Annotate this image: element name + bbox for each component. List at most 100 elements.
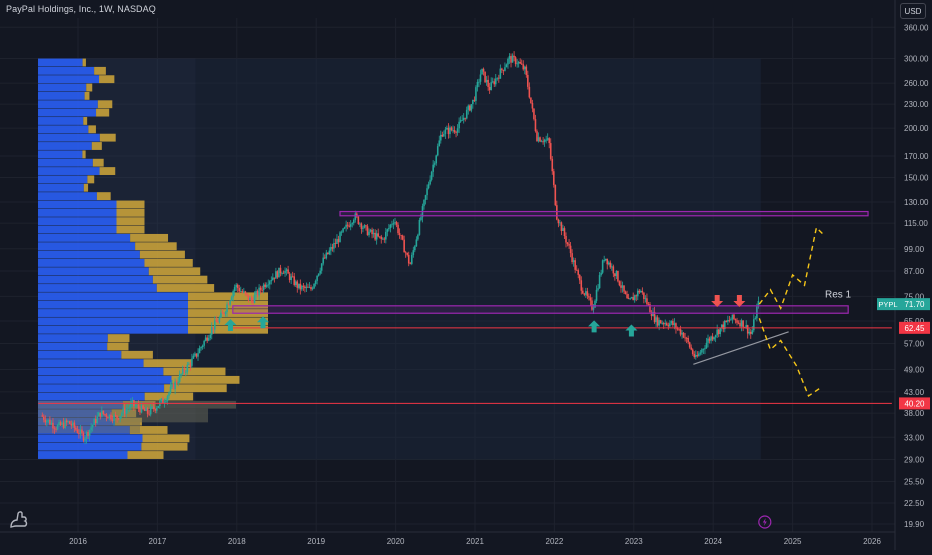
time-tick-label: 2023 [625,537,643,546]
candle-body [214,320,216,330]
candle-body [334,243,337,244]
volume-profile-bar-gold [116,200,145,209]
candle-body [204,337,207,341]
candle-body [331,247,334,249]
candle-body [233,287,236,292]
candle-body [736,320,738,323]
candle-body [333,243,335,249]
candle-body [426,188,428,196]
last-price-badge [899,298,930,311]
candle-body [598,275,601,289]
candle-body [701,349,703,353]
tradingview-logo-icon [8,508,30,530]
candle-body [232,291,234,298]
candle-body [268,281,271,285]
candle-body [166,395,169,401]
candle-body [386,229,389,232]
candle-body [640,290,642,293]
candle-body [226,304,228,313]
candle-body [412,250,415,255]
candle-body [320,263,323,271]
candle-body [168,392,170,396]
volume-profile-bar-gold [130,233,169,242]
candle-body [429,179,431,185]
price-axis-bg [895,0,932,550]
candle-body [172,384,175,390]
candle-body [690,347,693,350]
candle-body [707,338,709,343]
candle-body [297,283,300,288]
candle-body [82,432,85,441]
volume-profile-bar-blue [38,217,117,226]
candle-body [395,222,398,225]
candle-body [290,276,292,281]
time-tick-label: 2024 [704,537,722,546]
candle-body [414,246,416,251]
volume-profile-bar-gold [188,317,268,326]
candle-body [620,285,622,288]
candle-body [152,406,155,410]
volume-profile-bar-gold [143,359,192,368]
candle-body [607,262,610,265]
volume-profile-bar-blue [38,208,117,217]
candle-body [49,419,51,425]
volume-profile-bar-blue [38,200,117,209]
candle-body [504,67,506,71]
candle-body [145,408,147,411]
candle-body [493,81,496,85]
candle-body [415,239,418,247]
candle-body [507,58,509,65]
volume-profile-bar-gold [142,434,190,443]
candle-body [282,272,285,274]
candle-body [487,79,489,87]
candle-body [336,239,338,244]
candle-body [719,327,722,335]
candle-body [502,69,505,71]
candle-body [659,320,662,324]
candle-body [676,328,679,330]
candle-body [476,81,479,88]
time-tick-label: 2020 [387,537,405,546]
candle-body [349,224,352,227]
candle-body [230,297,233,301]
candle-body [183,368,186,373]
candle-body [180,373,183,375]
volume-profile-bar-gold [188,309,268,317]
volume-profile-bar-gold [99,167,116,175]
candle-body [436,146,439,156]
candle-body [624,291,627,295]
candle-body [754,318,757,320]
candle-body [252,300,254,303]
candle-body [609,262,612,268]
currency-button[interactable]: USD [900,3,926,19]
volume-profile-bar-blue [38,342,108,351]
candle-body [305,286,308,289]
volume-profile-bar-blue [38,250,140,259]
candle-body [728,320,731,321]
candle-body [284,270,286,274]
volume-profile-bar-gold [87,175,95,184]
volume-profile-bar-gold [94,66,106,75]
volume-profile-bar-blue [38,225,117,234]
candle-body [52,422,54,429]
candle-body [485,79,488,83]
volume-profile-bar-blue [38,175,88,184]
candle-body [375,233,378,240]
volume-profile-bar-blue [38,300,188,309]
candle-body [662,323,665,325]
candle-body [559,222,561,224]
candle-body [53,428,56,430]
candle-body [740,320,743,327]
candle-body [189,363,192,366]
price-tick-label: 130.00 [904,198,929,207]
candle-body [65,420,68,423]
candle-body [58,422,60,426]
candle-body [727,320,729,322]
candle-body [104,414,106,415]
candle-body [327,252,329,255]
candle-body [481,68,483,75]
candle-body [363,225,366,228]
candle-body [423,199,425,207]
